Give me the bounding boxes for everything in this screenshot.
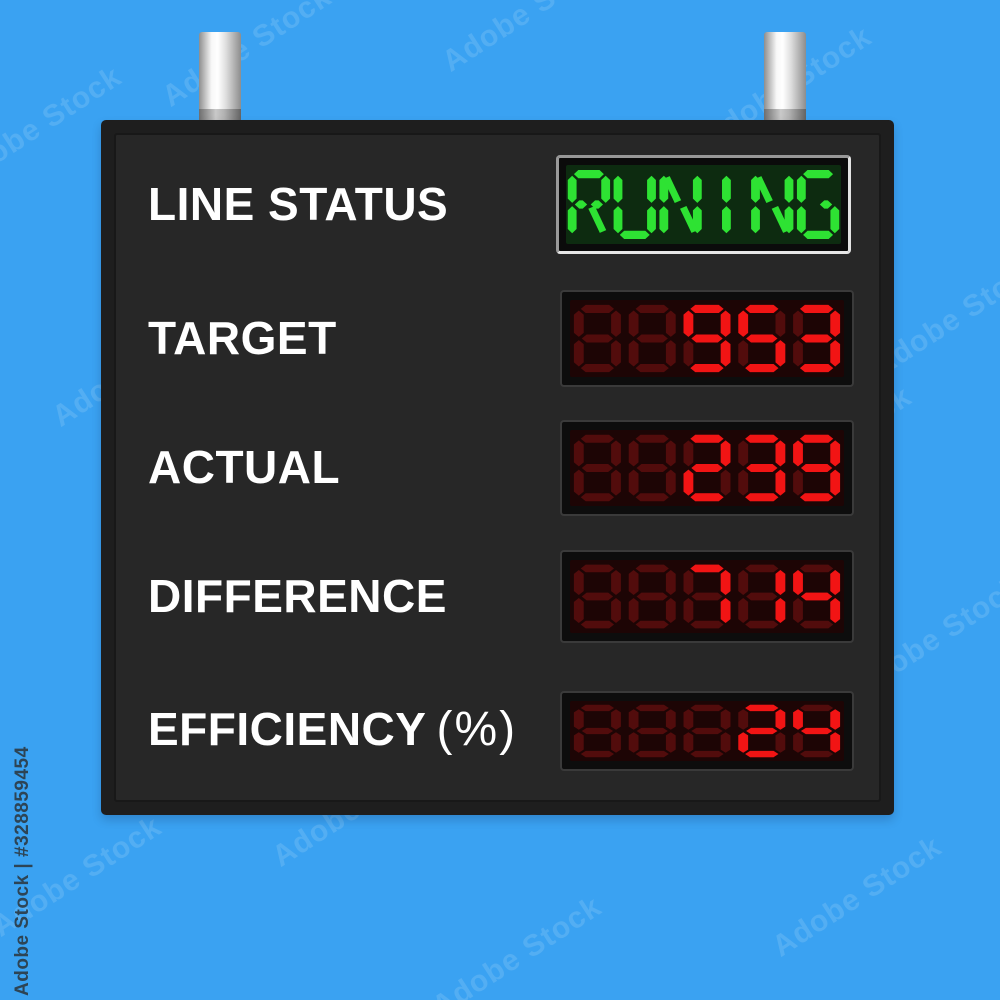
hanging-peg-right	[764, 32, 806, 124]
label-difference: DIFFERENCE	[148, 570, 457, 623]
watermark-text: Adobe Stock	[156, 0, 338, 114]
label-text: ACTUAL	[148, 441, 341, 493]
display-efficiency	[560, 691, 854, 771]
watermark-text: Adobe Stock	[426, 889, 608, 1000]
label-text: LINE STATUS	[148, 178, 449, 230]
hanging-peg-left	[199, 32, 241, 124]
label-line-status: LINE STATUS	[148, 178, 458, 231]
watermark-text: Adobe Stock	[436, 0, 618, 79]
display-actual	[560, 420, 854, 516]
display-difference	[560, 550, 854, 643]
label-target: TARGET	[148, 312, 347, 365]
watermark-text: Adobe Stock	[766, 829, 948, 964]
display-target	[560, 290, 854, 387]
label-actual: ACTUAL	[148, 441, 350, 494]
stock-id-label: Adobe Stock | #328859454	[12, 746, 33, 996]
label-suffix: (%)	[436, 703, 518, 756]
display-line-status	[556, 155, 851, 254]
label-efficiency: EFFICIENCY (%)	[148, 703, 517, 756]
label-text: TARGET	[148, 312, 337, 364]
label-text: DIFFERENCE	[148, 570, 447, 622]
label-text: EFFICIENCY	[148, 703, 427, 755]
